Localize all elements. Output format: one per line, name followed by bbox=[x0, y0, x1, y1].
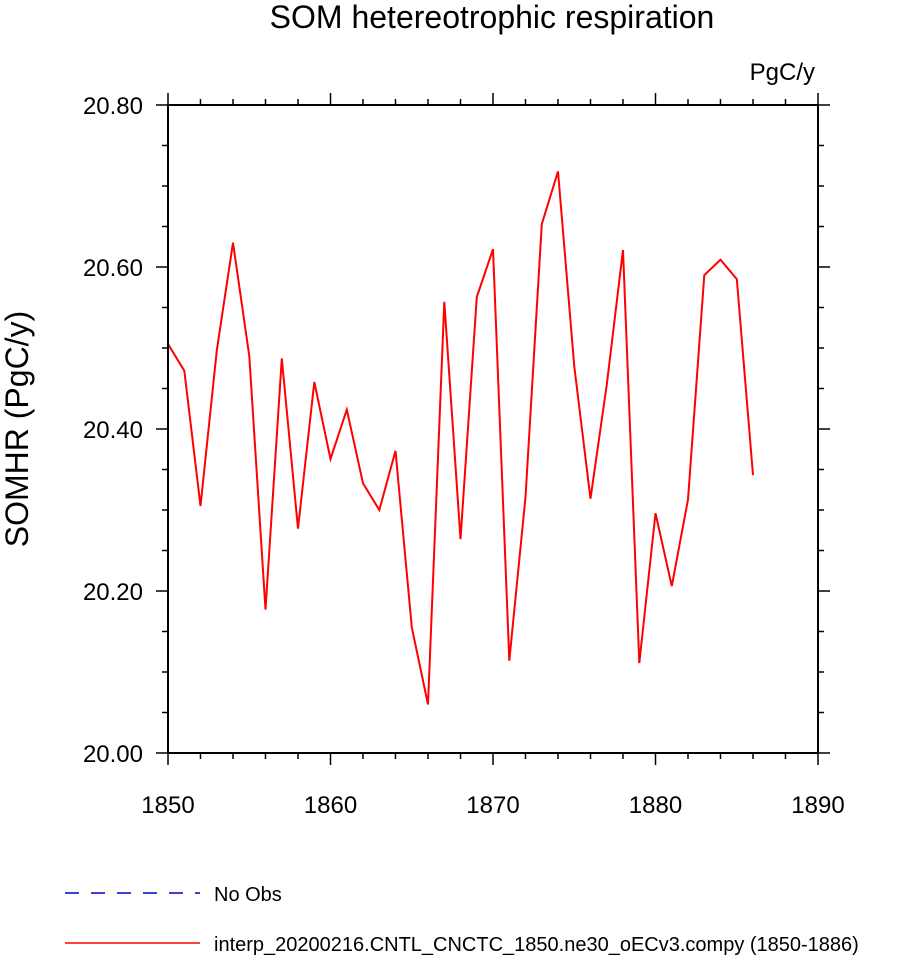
y-tick-label: 20.60 bbox=[83, 255, 143, 282]
x-tick-label: 1890 bbox=[791, 792, 844, 819]
tick-labels: 1850 1860 1870 1880 1890 20.00 20.20 20.40 20.60… bbox=[83, 93, 845, 819]
chart-title: SOM hetereotrophic respiration bbox=[270, 0, 715, 35]
x-tick-label: 1870 bbox=[466, 792, 519, 819]
y-tick-label: 20.00 bbox=[83, 741, 143, 768]
plot-frame bbox=[167, 104, 819, 754]
x-tick-label: 1880 bbox=[629, 792, 682, 819]
y-tick-label: 20.80 bbox=[83, 93, 143, 120]
ticks bbox=[156, 93, 830, 765]
y-axis-label: SOMHR (PgC/y) bbox=[0, 311, 35, 547]
y-tick-label: 20.40 bbox=[83, 417, 143, 444]
legend: No Obs interp_20200216.CNTL_CNCTC_1850.n… bbox=[65, 884, 859, 956]
units-label: PgC/y bbox=[750, 59, 815, 86]
series-line bbox=[167, 171, 754, 705]
x-tick-label: 1850 bbox=[141, 792, 194, 819]
legend-label-no-obs: No Obs bbox=[214, 884, 282, 906]
legend-label-model: interp_20200216.CNTL_CNCTC_1850.ne30_oEC… bbox=[214, 934, 859, 956]
x-tick-label: 1860 bbox=[304, 792, 357, 819]
y-tick-label: 20.20 bbox=[83, 579, 143, 606]
